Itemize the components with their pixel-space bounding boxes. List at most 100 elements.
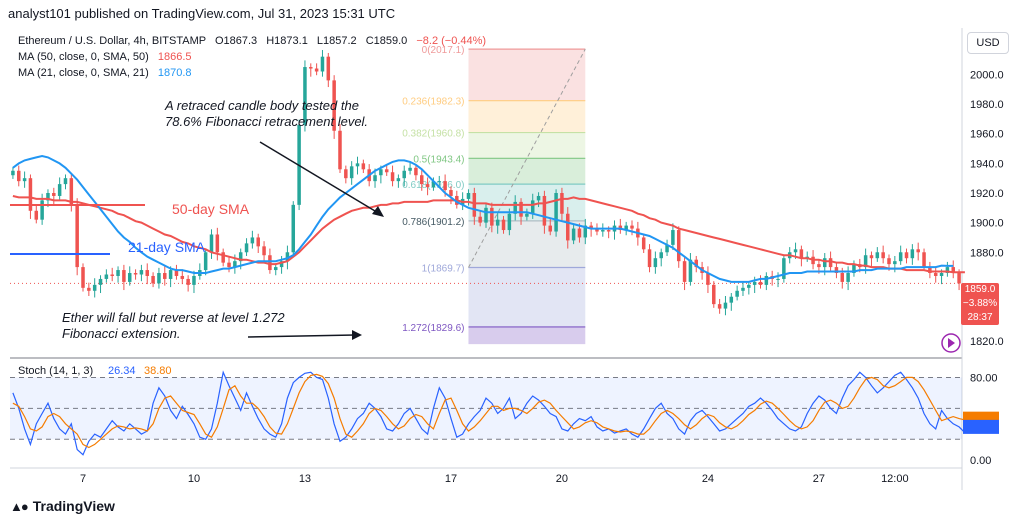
candle-body xyxy=(145,270,150,276)
candle-body xyxy=(682,261,687,282)
candle-body xyxy=(408,167,412,171)
candle-body xyxy=(793,249,798,253)
candle-body xyxy=(34,210,39,220)
candle-body xyxy=(373,175,377,182)
candle-body xyxy=(822,258,827,268)
price-tick-label: 1880.0 xyxy=(970,247,1004,259)
candle-body xyxy=(414,167,418,176)
fib-level-label: 0.5(1943.4) xyxy=(413,154,464,165)
symbol-legend: Ethereum / U.S. Dollar, 4h, BITSTAMP O18… xyxy=(18,35,486,47)
candle-body xyxy=(11,170,15,176)
candle-body xyxy=(349,166,354,179)
fib-level-label: 0.786(1901.2) xyxy=(402,217,464,228)
fall-arrow-head xyxy=(352,330,362,340)
candle-body xyxy=(192,275,196,285)
candle-body xyxy=(180,275,185,279)
candle-body xyxy=(653,258,658,268)
candle-body xyxy=(233,261,237,268)
price-tick-label: 1980.0 xyxy=(970,99,1004,111)
candle-body xyxy=(659,252,663,259)
retrace-annotation: 78.6% Fibonacci retracement level. xyxy=(165,114,368,129)
candle-body xyxy=(939,273,944,276)
ma50-legend[interactable]: MA (50, close, 0, SMA, 50) 1866.5 xyxy=(18,51,192,63)
fall-arrow xyxy=(247,334,356,338)
sma50-annotation: 50-day SMA xyxy=(172,201,250,217)
candle-body xyxy=(688,259,693,282)
candle-body xyxy=(752,281,757,285)
stoch-k-value: 26.34 xyxy=(108,365,136,377)
candle-body xyxy=(887,258,891,265)
currency-button[interactable]: USD xyxy=(967,32,1009,54)
fall-annotation: Fibonacci extension. xyxy=(62,326,181,341)
candle-body xyxy=(139,270,144,275)
candle-body xyxy=(285,252,290,262)
candle-body xyxy=(116,270,120,276)
candle-body xyxy=(846,273,850,282)
time-tick-label: 13 xyxy=(299,473,311,485)
time-tick-label: 20 xyxy=(556,473,568,485)
candle-body xyxy=(92,284,97,291)
candle-body xyxy=(22,178,27,182)
ma50-label: MA (50, close, 0, SMA, 50) xyxy=(18,51,149,63)
candle-body xyxy=(279,261,284,268)
candle-body xyxy=(589,225,593,229)
candle-body xyxy=(57,184,62,196)
candle-body xyxy=(133,273,138,275)
candle-body xyxy=(852,264,856,274)
stoch-label: Stoch (14, 1, 3) xyxy=(18,365,93,377)
candle-body xyxy=(314,68,319,72)
candle-body xyxy=(595,228,599,232)
ma50-line xyxy=(12,195,965,274)
candle-body xyxy=(840,273,845,282)
candle-body xyxy=(933,273,938,276)
high-value: H1873.1 xyxy=(266,35,308,47)
candle-body xyxy=(542,195,547,226)
retrace-annotation: A retraced candle body tested the xyxy=(164,98,359,113)
candle-body xyxy=(904,252,909,259)
last-price: 1859.0 xyxy=(964,284,996,295)
candle-body xyxy=(396,178,401,182)
ma21-legend[interactable]: MA (21, close, 0, SMA, 21) 1870.8 xyxy=(18,67,192,79)
tradingview-brand[interactable]: ▲● TradingView xyxy=(10,498,115,514)
candle-body xyxy=(163,273,167,279)
candle-body xyxy=(922,252,926,268)
candle-body xyxy=(291,204,296,253)
candle-body xyxy=(420,175,424,185)
candle-body xyxy=(98,278,103,285)
candle-body xyxy=(338,130,342,170)
price-tick-label: 2000.0 xyxy=(970,69,1004,81)
candle-body xyxy=(507,213,512,231)
candle-body xyxy=(583,225,588,238)
time-tick-label: 17 xyxy=(445,473,457,485)
ma50-value: 1866.5 xyxy=(157,51,192,63)
candle-body xyxy=(157,273,161,284)
fib-zone xyxy=(468,267,586,327)
candle-body xyxy=(723,302,728,309)
replay-icon xyxy=(948,338,955,348)
candle-body xyxy=(478,216,482,223)
candle-body xyxy=(69,178,74,205)
low-value: L1857.2 xyxy=(316,35,357,47)
fib-level-label: 0.236(1982.3) xyxy=(402,97,464,108)
change-value: −8.2 (−0.44%) xyxy=(416,35,487,47)
candle-body xyxy=(52,193,56,196)
time-tick-label: 24 xyxy=(702,473,714,485)
open-value: O1867.3 xyxy=(214,35,258,47)
candle-body xyxy=(624,225,628,231)
candle-body xyxy=(238,252,243,262)
candle-body xyxy=(513,201,517,214)
stoch-d-value: 38.80 xyxy=(144,365,172,377)
candle-body xyxy=(665,244,669,253)
candle-body xyxy=(472,193,477,217)
candle-body xyxy=(834,267,839,274)
candle-body xyxy=(641,237,646,250)
candle-body xyxy=(127,273,132,282)
candle-body xyxy=(741,287,745,291)
candle-body xyxy=(530,200,535,214)
fib-level-label: 0.382(1960.8) xyxy=(402,129,464,140)
candle-body xyxy=(782,258,786,279)
candle-body xyxy=(717,304,722,309)
fib-level-label: 1(1869.7) xyxy=(422,264,465,275)
candle-body xyxy=(548,225,552,232)
